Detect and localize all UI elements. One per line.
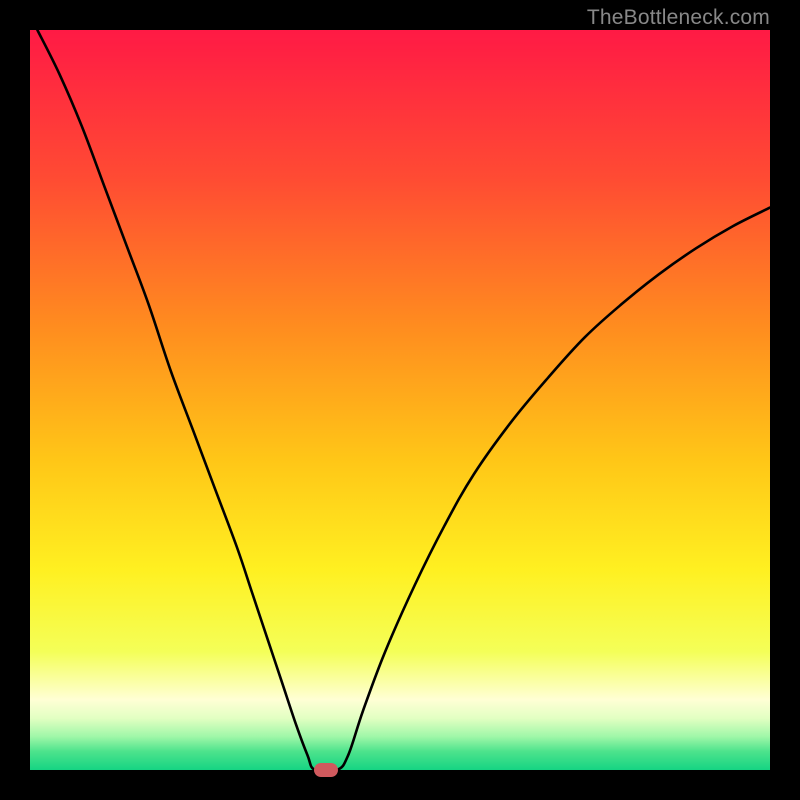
- watermark-text: TheBottleneck.com: [587, 6, 770, 30]
- bottleneck-chart: [30, 30, 770, 770]
- gradient-background: [30, 30, 770, 770]
- optimal-marker: [314, 763, 338, 777]
- chart-stage: TheBottleneck.com: [0, 0, 800, 800]
- plot-area: [30, 30, 770, 770]
